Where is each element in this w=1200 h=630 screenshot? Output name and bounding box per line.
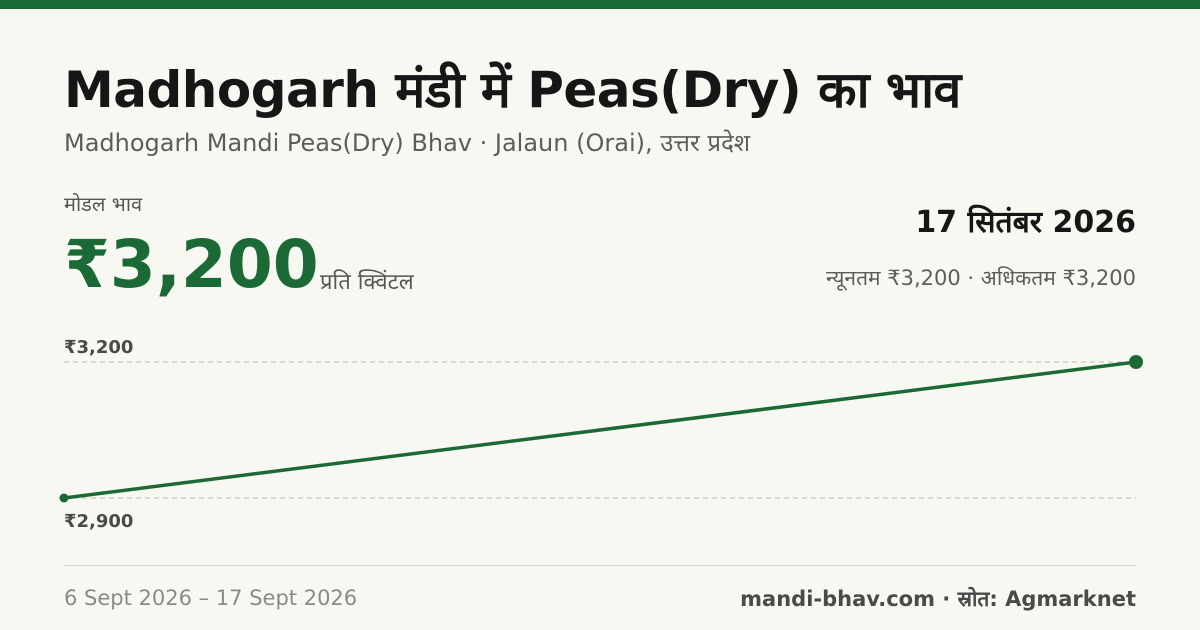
modal-price-label: मोडल भाव (64, 192, 143, 216)
data-point (59, 493, 69, 503)
y-tick-label: ₹3,200 (64, 337, 133, 358)
modal-price-value: ₹3,200 (64, 226, 319, 303)
price-trend-chart: ₹3,200 ₹2,900 (59, 337, 1143, 532)
price-unit: प्रति क्विंटल (320, 270, 414, 295)
price-date: 17 सितंबर 2026 (915, 205, 1136, 240)
top-accent-bar (0, 0, 1200, 9)
series-line (62, 360, 1138, 500)
min-max-range: न्यूनतम ₹3,200 · अधिकतम ₹3,200 (826, 266, 1136, 290)
page-title: Madhogarh मंडी में Peas(Dry) का भाव (64, 61, 961, 119)
y-tick-label: ₹2,900 (64, 511, 133, 532)
date-period: 6 Sept 2026 – 17 Sept 2026 (64, 586, 358, 610)
data-point (1129, 355, 1143, 369)
footer-divider (64, 565, 1136, 566)
page-subtitle: Madhogarh Mandi Peas(Dry) Bhav · Jalaun … (64, 129, 751, 157)
source-credit: mandi-bhav.com · स्रोत: Agmarknet (740, 587, 1136, 611)
